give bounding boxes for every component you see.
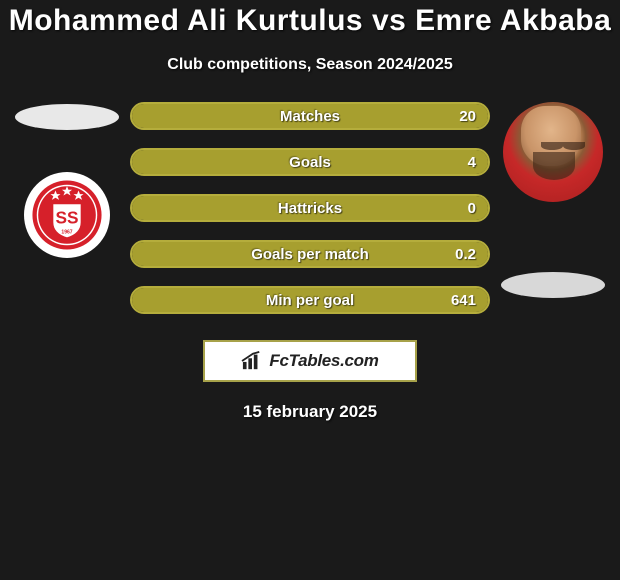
sivasspor-crest-icon: SS 1967 [31, 179, 103, 251]
stat-value: 20 [459, 108, 476, 125]
date-text: 15 february 2025 [243, 402, 377, 422]
left-column: SS 1967 [8, 102, 126, 258]
footer: FcTables.com 15 february 2025 [0, 340, 620, 422]
right-column [494, 102, 612, 298]
stat-label: Goals [289, 154, 331, 171]
stat-value: 0 [468, 200, 476, 217]
right-player-avatar [503, 102, 603, 202]
stats-column: Matches 20 Goals 4 Hattricks 0 Goals per… [126, 102, 494, 314]
stat-value: 4 [468, 154, 476, 171]
stat-bar-matches: Matches 20 [130, 102, 490, 130]
right-team-pill [501, 272, 605, 298]
stat-value: 0.2 [455, 246, 476, 263]
stat-label: Matches [280, 108, 340, 125]
bar-chart-icon [241, 351, 263, 371]
stat-value: 641 [451, 292, 476, 309]
stat-bar-hattricks: Hattricks 0 [130, 194, 490, 222]
stat-label: Goals per match [251, 246, 369, 263]
stat-bar-goals: Goals 4 [130, 148, 490, 176]
left-club-badge: SS 1967 [24, 172, 110, 258]
stat-label: Min per goal [266, 292, 354, 309]
page-subtitle: Club competitions, Season 2024/2025 [0, 56, 620, 74]
stat-bar-goals-per-match: Goals per match 0.2 [130, 240, 490, 268]
svg-text:1967: 1967 [61, 230, 72, 236]
stat-label: Hattricks [278, 200, 342, 217]
brand-text: FcTables.com [269, 351, 378, 371]
brand-box: FcTables.com [203, 340, 417, 382]
main-row: SS 1967 Matches 20 Goals 4 Hattr [0, 102, 620, 314]
svg-text:SS: SS [55, 208, 78, 228]
stat-bar-min-per-goal: Min per goal 641 [130, 286, 490, 314]
infographic-container: Mohammed Ali Kurtulus vs Emre Akbaba Clu… [0, 0, 620, 422]
left-team-pill [15, 104, 119, 130]
page-title: Mohammed Ali Kurtulus vs Emre Akbaba [0, 4, 620, 38]
